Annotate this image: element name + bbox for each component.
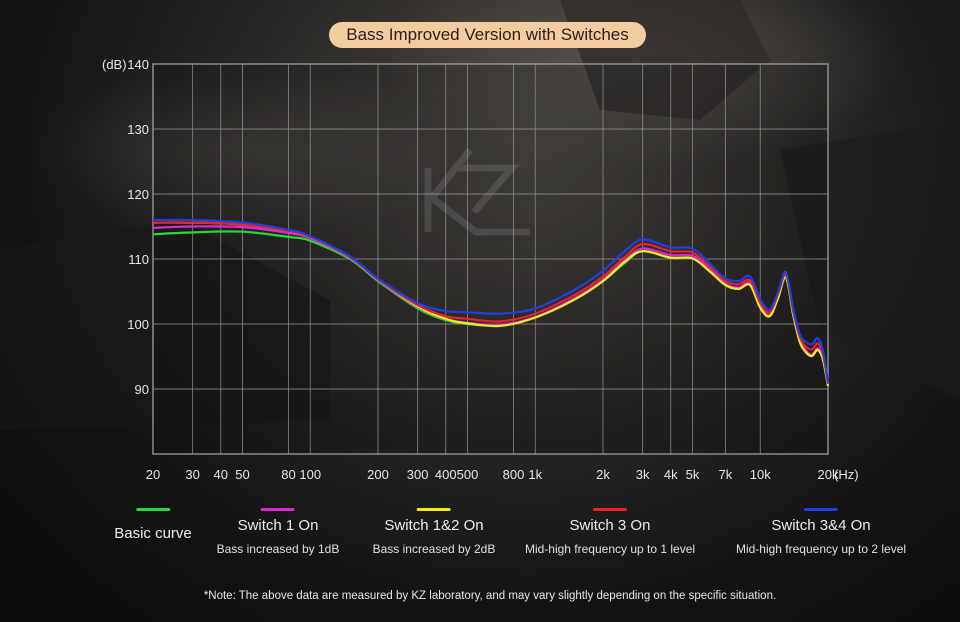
y-tick-label: 110 [128,252,149,267]
x-tick-label: 2k [596,467,610,482]
legend-description: Bass increased by 2dB [372,542,496,556]
legend-label: Switch 3 On [569,517,651,534]
x-tick-label: 7k [719,467,733,482]
legend-item: Switch 1&2 On Bass increased by 2dB [372,508,496,556]
y-tick-label: 120 [127,187,149,202]
legend-item: Switch 3&4 On Mid-high frequency up to 2 … [736,508,906,556]
y-tick-label: 130 [127,122,149,137]
legend-label: Switch 1 On [237,517,319,534]
legend-description: Mid-high frequency up to 2 level [735,542,907,556]
x-tick-label: 5k [686,467,700,482]
x-tick-label: 20 [146,467,160,482]
y-tick-label: 100 [127,317,149,332]
legend-label: Basic curve [114,525,192,542]
legend-swatch [592,508,627,511]
x-tick-label: 10k [750,467,771,482]
measurement-note: *Note: The above data are measured by KZ… [203,590,777,602]
x-tick-label: 500 [457,467,479,482]
legend-label: Switch 1&2 On [384,517,484,534]
legend-swatch [136,508,170,511]
y-tick-label: 90 [135,382,149,397]
x-tick-label: 30 [185,467,199,482]
x-tick-label: 20k [818,467,839,482]
series-line-switch-3-4-on [152,218,830,383]
legend-swatch [417,508,451,511]
x-tick-label: 40 [213,467,227,482]
legend-item: Switch 1 On Bass increased by 1dB [216,508,340,556]
legend-swatch [261,508,295,511]
chart-legend: Basic curve Switch 1 On Bass increased by … [0,508,960,578]
x-tick-label: 300 [407,467,429,482]
chart-title: Bass Improved Version with Switches [329,22,646,48]
x-tick-label: 100 [299,467,321,482]
y-axis-label: (dB) [102,57,127,72]
legend-label: Switch 3&4 On [771,517,871,534]
x-axis-label: (Hz) [834,467,859,482]
x-tick-label: 3k [636,467,650,482]
x-tick-label: 50 [235,467,249,482]
legend-description: Bass increased by 1dB [216,542,340,556]
legend-description: Mid-high frequency up to 1 level [524,542,696,556]
legend-item: Switch 3 On Mid-high frequency up to 1 le… [525,508,695,556]
x-tick-label: 800 [503,467,525,482]
y-tick-label: 140 [127,57,149,72]
legend-swatch [803,508,838,511]
legend-item: Basic curve [114,508,192,542]
x-tick-label: 400 [435,467,457,482]
x-tick-label: 1k [528,467,542,482]
x-tick-label: 4k [664,467,678,482]
x-tick-label: 80 [281,467,295,482]
x-tick-label: 200 [367,467,389,482]
